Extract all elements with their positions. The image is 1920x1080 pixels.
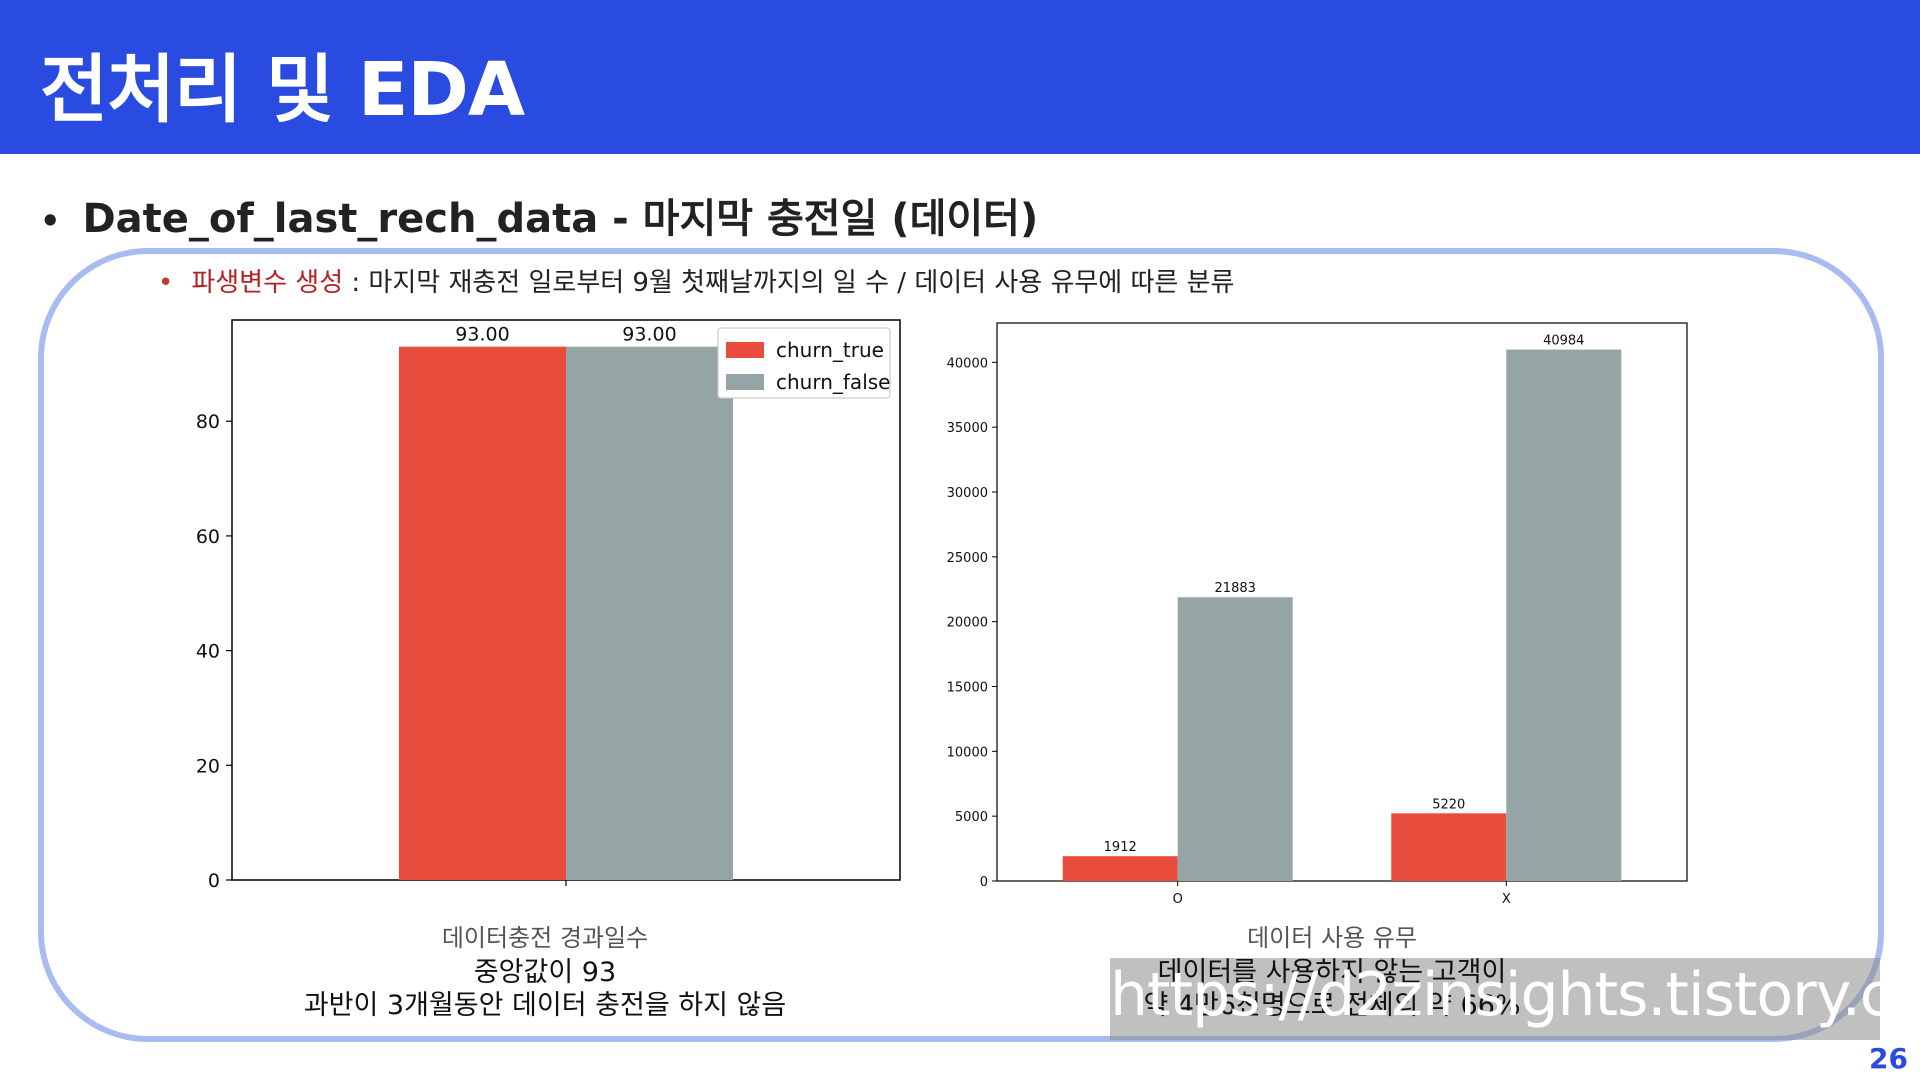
y-tick-label: 40	[196, 641, 220, 663]
data-label: 5220	[1432, 797, 1465, 812]
y-tick-label: 35000	[947, 421, 988, 436]
sub-bullet-highlight: 파생변수 생성	[191, 268, 344, 298]
bar	[1177, 597, 1293, 881]
slide-title: 전처리 및 EDA	[40, 47, 525, 133]
y-tick-label: 60	[196, 526, 220, 548]
chart-data-recharge-days: 93.00 93.00 0 20 40 60 80 churn_true churn_false	[196, 319, 901, 892]
x-tick-label: O	[1173, 892, 1183, 907]
right-chart-xlabel: 데이터 사용 유무	[1247, 924, 1417, 952]
legend-label-churn_false: churn_false	[776, 370, 890, 394]
main-bullet: • Date_of_last_rech_data - 마지막 충전일 (데이터)	[40, 186, 1038, 244]
x-tick-label: X	[1502, 892, 1511, 907]
y-tick-label: 5000	[955, 810, 988, 825]
chart-data-usage: 1912 21883 O 5220 40984 X 0 5000 10000 15000 20000…	[947, 322, 1688, 907]
y-tick-label: 15000	[947, 680, 988, 695]
bar	[1391, 813, 1507, 881]
slide-header: 전처리 및 EDA	[0, 0, 1920, 154]
y-tick-label: 25000	[947, 551, 988, 566]
data-label: 21883	[1215, 581, 1256, 596]
bar	[1062, 856, 1178, 881]
y-tick-label: 20000	[947, 616, 988, 631]
bullet-dot: •	[40, 202, 61, 240]
page-number: 26	[1869, 1042, 1908, 1075]
legend-swatch-churn_false	[726, 374, 764, 390]
right-note-line1: 데이터를 사용하지 않는 고객이	[1157, 957, 1507, 988]
data-label: 40984	[1543, 334, 1584, 349]
sub-bullet: • 파생변수 생성 : 마지막 재충전 일로부터 9월 첫째날까지의 일 수 / …	[158, 262, 1234, 299]
right-note-line2: 약 4만6천명으로 전체의 약 66%	[1143, 990, 1521, 1021]
y-tick-label: 20	[196, 755, 220, 777]
bar-churn_false	[566, 346, 733, 881]
left-note-line2: 과반이 3개월동안 데이터 충전을 하지 않음	[303, 990, 787, 1021]
content-frame	[38, 248, 1884, 1042]
legend-swatch-churn_true	[726, 342, 764, 358]
data-label-churn_false: 93.00	[622, 324, 676, 346]
data-label-churn_true: 93.00	[455, 324, 509, 346]
data-label: 1912	[1104, 840, 1137, 855]
bar-churn_true	[399, 346, 566, 881]
watermark-box	[1110, 958, 1880, 1040]
right-note: 데이터를 사용하지 않는 고객이 약 4만6천명으로 전체의 약 66%	[1032, 956, 1632, 1022]
main-bullet-text: Date_of_last_rech_data - 마지막 충전일 (데이터)	[82, 196, 1039, 242]
left-chart-xlabel: 데이터충전 경과일수	[441, 924, 649, 952]
left-note-line1: 중앙값이 93	[473, 957, 617, 988]
y-tick-label: 10000	[947, 745, 988, 760]
bar	[1506, 349, 1622, 881]
sub-bullet-dot: •	[158, 268, 174, 298]
y-tick-label: 0	[208, 870, 220, 892]
y-tick-label: 30000	[947, 486, 988, 501]
y-tick-label: 80	[196, 411, 220, 433]
legend-label-churn_true: churn_true	[776, 338, 884, 362]
y-tick-label: 40000	[947, 356, 988, 371]
watermark-url: https://d2zinsights.tistory.com	[1110, 960, 1920, 1030]
y-tick-label: 0	[980, 875, 988, 890]
left-note: 중앙값이 93 과반이 3개월동안 데이터 충전을 하지 않음	[245, 956, 845, 1022]
sub-bullet-text: : 마지막 재충전 일로부터 9월 첫째날까지의 일 수 / 데이터 사용 유무…	[343, 268, 1235, 298]
